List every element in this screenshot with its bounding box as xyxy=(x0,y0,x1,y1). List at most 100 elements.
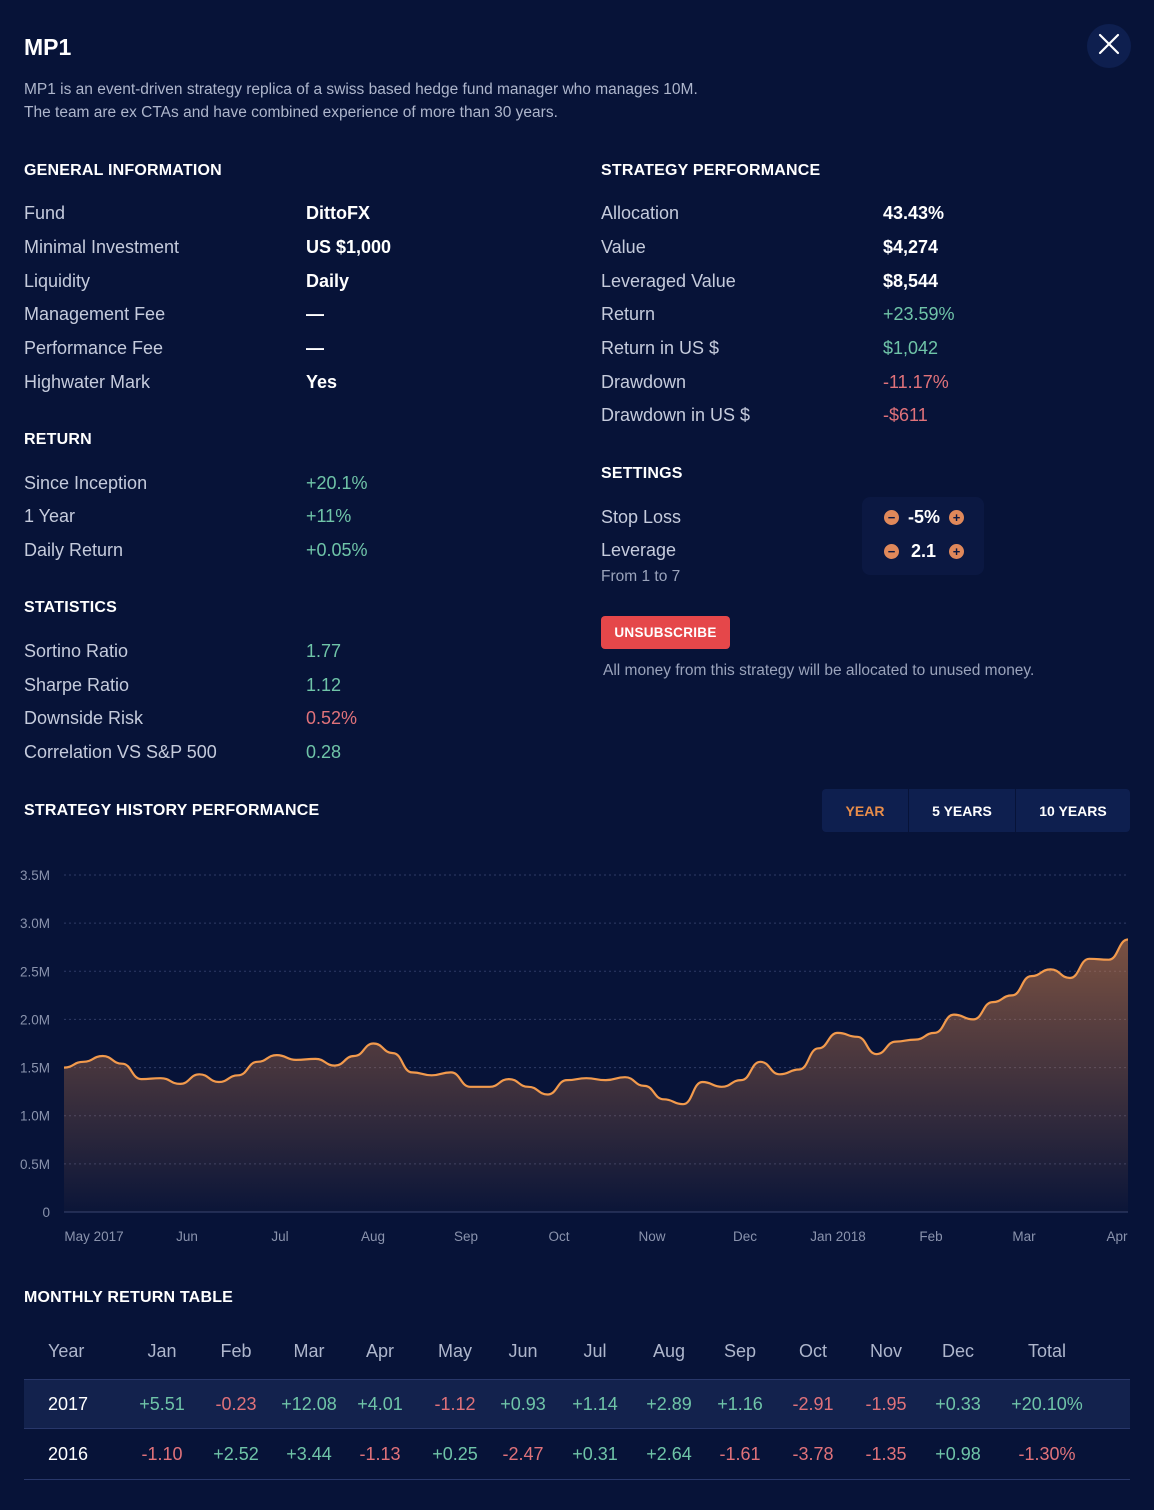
info-value: Yes xyxy=(306,372,338,392)
perf-value: $4,274 xyxy=(883,237,939,257)
return-label: Daily Return xyxy=(24,540,124,560)
stat-value: 0.52% xyxy=(306,708,358,728)
column-header: Oct xyxy=(798,1340,827,1361)
column-header: Year xyxy=(48,1340,85,1361)
x-tick-label: Mar xyxy=(1012,1229,1036,1244)
return-value: +0.05% xyxy=(306,540,368,560)
stat-value: 0.28 xyxy=(306,742,342,762)
table-header: Year Jan Feb Mar Apr May Jun Jul Aug Sep Oct Nov Dec… xyxy=(24,1326,1130,1376)
month-cell: -2.91 xyxy=(792,1393,834,1414)
column-header: May xyxy=(437,1340,472,1361)
column-header: Total xyxy=(1027,1340,1067,1361)
month-cell: -1.61 xyxy=(719,1444,761,1464)
month-cell: +3.44 xyxy=(286,1444,332,1464)
minus-icon: − xyxy=(887,544,896,559)
description-line: MP1 is an event-driven strategy replica … xyxy=(24,81,698,98)
y-tick-label: 2.5M xyxy=(20,964,50,979)
column-header: Dec xyxy=(941,1340,974,1361)
info-label: Liquidity xyxy=(24,271,91,291)
month-cell: +4.01 xyxy=(357,1393,403,1414)
history-chart: 0 0.5M 1.0M 1.5M 2.0M 2.5M 3.0M 3.5M May 2017 Jun… xyxy=(20,868,1129,1244)
stop-loss-value: -5% xyxy=(908,507,941,527)
year-cell: 2016 xyxy=(48,1444,89,1464)
month-cell: +0.98 xyxy=(935,1444,981,1464)
info-label: Performance Fee xyxy=(24,338,164,358)
year-cell: 2017 xyxy=(48,1393,89,1414)
info-label: Fund xyxy=(24,203,66,223)
month-cell: -1.35 xyxy=(865,1444,907,1464)
month-cell: -0.23 xyxy=(215,1393,257,1414)
perf-value: $1,042 xyxy=(883,338,939,358)
perf-value: -11.17% xyxy=(883,372,949,392)
month-cell: +0.33 xyxy=(935,1393,981,1414)
column-header: Jun xyxy=(508,1340,538,1361)
y-tick-label: 0 xyxy=(42,1205,50,1220)
close-icon xyxy=(1098,33,1120,60)
range-tabs: YEAR 5 YEARS 10 YEARS xyxy=(822,789,1130,832)
tab-year[interactable]: YEAR xyxy=(845,802,885,819)
month-cell: +1.16 xyxy=(717,1393,763,1414)
return-label: Since Inception xyxy=(24,473,148,493)
page-title: MP1 xyxy=(24,34,72,60)
month-cell: +12.08 xyxy=(281,1393,337,1414)
perf-value: -$611 xyxy=(883,405,928,425)
info-value: — xyxy=(306,338,324,358)
month-cell: -2.47 xyxy=(502,1444,544,1464)
return-label: 1 Year xyxy=(24,506,76,526)
month-cell: +0.31 xyxy=(572,1444,618,1464)
stop-loss-label: Stop Loss xyxy=(601,507,682,527)
x-tick-label: Dec xyxy=(733,1229,757,1244)
column-header: Mar xyxy=(293,1340,325,1361)
y-tick-label: 0.5M xyxy=(20,1157,50,1172)
unsubscribe-note: All money from this strategy will be all… xyxy=(603,662,1035,679)
month-cell: +2.64 xyxy=(646,1444,692,1464)
y-tick-label: 3.0M xyxy=(20,916,50,931)
stat-label: Sharpe Ratio xyxy=(24,675,130,695)
return-value: +11% xyxy=(306,506,352,526)
perf-label: Return in US $ xyxy=(601,338,720,358)
column-header: Jan xyxy=(147,1340,177,1361)
x-tick-label: Feb xyxy=(919,1229,942,1244)
section-heading-monthly: MONTHLY RETURN TABLE xyxy=(24,1289,234,1306)
info-value: DittoFX xyxy=(306,203,370,223)
perf-value: 43.43% xyxy=(883,203,945,223)
tab-10-years[interactable]: 10 YEARS xyxy=(1015,789,1130,832)
tab-5-years[interactable]: 5 YEARS xyxy=(908,789,1015,832)
leverage-increase-button[interactable]: + xyxy=(949,544,964,559)
close-button[interactable] xyxy=(1087,24,1131,68)
stop-loss-decrease-button[interactable]: − xyxy=(884,510,899,525)
info-label: Management Fee xyxy=(24,304,166,324)
stat-label: Sortino Ratio xyxy=(24,641,129,661)
y-tick-label: 1.0M xyxy=(20,1109,50,1124)
month-cell: +1.14 xyxy=(572,1393,618,1414)
perf-label: Allocation xyxy=(601,203,680,223)
x-tick-label: Sep xyxy=(454,1229,478,1244)
stop-loss-increase-button[interactable]: + xyxy=(949,510,964,525)
x-tick-label: Aug xyxy=(361,1229,385,1244)
month-cell: +0.25 xyxy=(432,1444,478,1464)
month-cell: +2.89 xyxy=(646,1393,692,1414)
plus-icon: + xyxy=(952,544,961,559)
x-tick-label: Oct xyxy=(548,1229,569,1244)
x-tick-label: Jun xyxy=(176,1229,198,1244)
month-cell: +5.51 xyxy=(139,1393,185,1414)
column-header: Sep xyxy=(723,1340,757,1361)
leverage-value: 2.1 xyxy=(911,541,937,561)
leverage-hint: From 1 to 7 xyxy=(601,568,681,585)
month-cell: -3.78 xyxy=(792,1444,834,1464)
y-tick-label: 1.5M xyxy=(20,1061,50,1076)
x-tick-label: Jan 2018 xyxy=(810,1229,866,1244)
leverage-decrease-button[interactable]: − xyxy=(884,544,899,559)
x-tick-label: Jul xyxy=(271,1229,288,1244)
info-value: — xyxy=(306,304,324,324)
section-heading-performance: STRATEGY PERFORMANCE xyxy=(601,162,821,179)
perf-label: Drawdown xyxy=(601,372,687,392)
section-heading-general: GENERAL INFORMATION xyxy=(24,162,222,179)
section-heading-return: RETURN xyxy=(24,431,92,448)
stat-label: Downside Risk xyxy=(24,708,144,728)
y-tick-label: 3.5M xyxy=(20,868,50,883)
unsubscribe-button[interactable]: UNSUBSCRIBE xyxy=(601,616,730,649)
stat-value: 1.77 xyxy=(306,641,342,661)
section-heading-statistics: STATISTICS xyxy=(24,599,117,616)
stat-value: 1.12 xyxy=(306,675,342,695)
